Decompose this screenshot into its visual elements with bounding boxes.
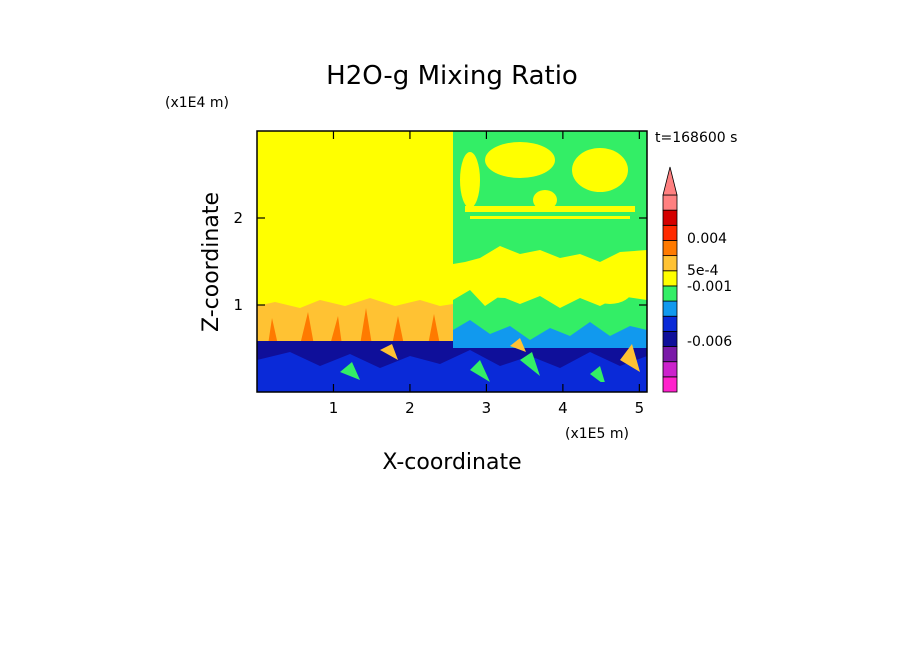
field-orange-streaks (268, 308, 440, 345)
field-lower-green (340, 352, 606, 386)
colorbar-label: -0.006 (687, 334, 732, 350)
colorbar-swatch (662, 361, 678, 378)
field-patch (572, 148, 628, 192)
x-unit-label: (x1E5 m) (565, 426, 629, 442)
x-axis: 1 2 3 4 5 (329, 131, 644, 417)
colorbar-swatch (662, 330, 678, 347)
y-unit-label: (x1E4 m) (165, 95, 229, 111)
field-lower-blue (257, 350, 647, 392)
x-tick-label: 3 (482, 399, 492, 417)
field-patch (470, 216, 630, 219)
x-axis-label: X-coordinate (382, 450, 521, 475)
x-tick-label: 5 (635, 399, 645, 417)
y-tick-label: 2 (233, 209, 243, 227)
x-tick-label: 1 (329, 399, 339, 417)
field-patch (475, 274, 535, 298)
colorbar-label: -0.001 (687, 279, 732, 295)
colorbar-swatch (662, 300, 678, 317)
colorbar-swatch (662, 240, 678, 257)
chart-title: H2O-g Mixing Ratio (326, 61, 578, 91)
field-patch (465, 206, 635, 212)
y-axis-label: Z-coordinate (199, 192, 224, 332)
colorbar-swatch (662, 285, 678, 302)
plot-frame (256, 130, 648, 393)
colorbar-label: 0.004 (687, 231, 727, 247)
x-tick-label: 4 (558, 399, 568, 417)
field-patch (588, 276, 632, 304)
colorbar-swatch (662, 376, 678, 393)
field (257, 131, 647, 392)
colorbar-swatch (662, 315, 678, 332)
field-bottom-band (257, 382, 647, 392)
colorbar (662, 166, 678, 393)
colorbar-label: 5e-4 (687, 263, 719, 279)
colorbar-labels: 0.004 5e-4-0.001 -0.006 (687, 231, 732, 350)
time-label: t=168600 s (655, 130, 737, 146)
colorbar-extend-arrow (662, 166, 678, 196)
colorbar-swatch (662, 346, 678, 363)
field-patch (533, 190, 557, 210)
field-cyan (453, 320, 647, 348)
colorbar-swatch (662, 270, 678, 287)
y-tick-label: 1 (233, 296, 243, 314)
colorbar-swatch (662, 209, 678, 226)
field-patch (460, 152, 480, 208)
y-axis: 12 (233, 209, 647, 314)
field-orange-band (257, 298, 453, 345)
colorbar-swatch (662, 255, 678, 272)
x-tick-label: 2 (405, 399, 415, 417)
field-patch (485, 142, 555, 178)
colorbar-swatch (662, 194, 678, 211)
colorbar-swatch (662, 224, 678, 241)
